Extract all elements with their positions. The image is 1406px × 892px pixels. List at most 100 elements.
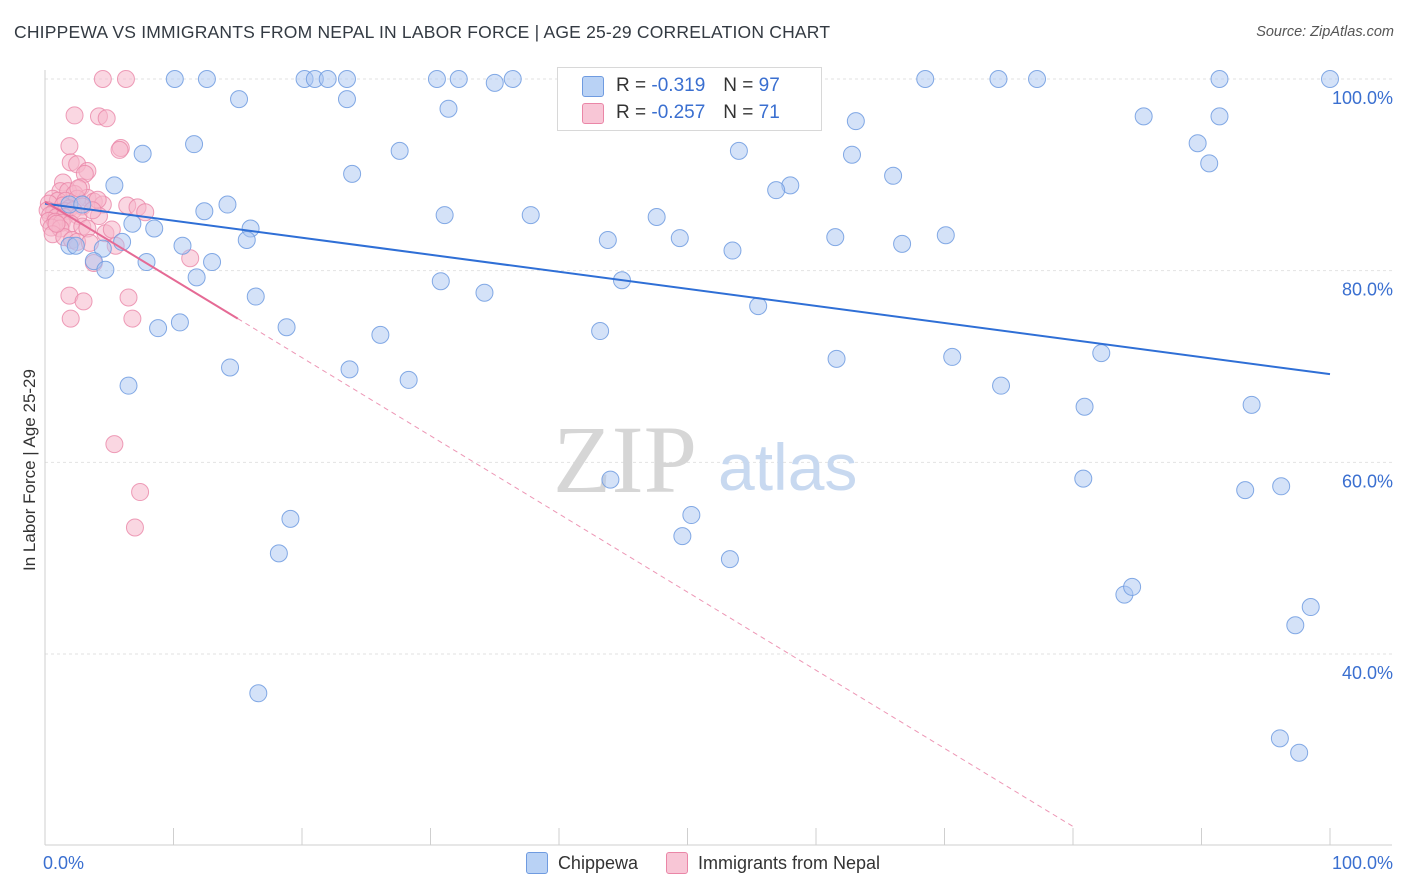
- chippewa-point[interactable]: [827, 349, 846, 368]
- chippewa-point[interactable]: [93, 239, 112, 258]
- chippewa-point[interactable]: [884, 166, 903, 185]
- chippewa-point[interactable]: [1200, 154, 1219, 173]
- chippewa-point[interactable]: [503, 70, 522, 88]
- chippewa-point[interactable]: [343, 164, 362, 183]
- chippewa-point[interactable]: [1188, 134, 1207, 153]
- chippewa-point[interactable]: [1210, 70, 1229, 88]
- chippewa-point[interactable]: [1301, 598, 1320, 617]
- nepal-point[interactable]: [131, 483, 150, 502]
- chippewa-point[interactable]: [439, 99, 458, 118]
- nepal-point[interactable]: [125, 518, 144, 537]
- chippewa-point[interactable]: [682, 506, 701, 525]
- chippewa-point[interactable]: [485, 73, 504, 92]
- nepal-point[interactable]: [69, 179, 88, 198]
- chippewa-point[interactable]: [371, 325, 390, 344]
- chippewa-point[interactable]: [1242, 395, 1261, 414]
- chippewa-point[interactable]: [729, 141, 748, 160]
- chippewa-point[interactable]: [165, 70, 184, 88]
- chippewa-point[interactable]: [598, 231, 617, 249]
- chippewa-point[interactable]: [218, 195, 237, 214]
- chippewa-point[interactable]: [846, 112, 865, 131]
- chippewa-point[interactable]: [390, 141, 409, 160]
- chippewa-point[interactable]: [1028, 70, 1047, 88]
- nepal-point[interactable]: [102, 220, 121, 239]
- nepal-point[interactable]: [65, 106, 84, 125]
- chippewa-point[interactable]: [431, 272, 450, 291]
- chippewa-point[interactable]: [337, 70, 356, 88]
- nepal-point[interactable]: [93, 70, 112, 88]
- chippewa-point[interactable]: [105, 176, 124, 195]
- chippewa-point[interactable]: [720, 550, 739, 569]
- chippewa-point[interactable]: [1286, 616, 1305, 635]
- chippewa-point[interactable]: [673, 527, 692, 546]
- chippewa-point[interactable]: [249, 684, 268, 703]
- chippewa-point[interactable]: [195, 202, 214, 221]
- chippewa-point[interactable]: [123, 214, 142, 233]
- legend-item-chippewa[interactable]: Chippewa: [525, 852, 638, 874]
- nepal-point[interactable]: [60, 137, 79, 156]
- chippewa-point[interactable]: [992, 376, 1011, 395]
- chippewa-point[interactable]: [197, 70, 216, 88]
- chippewa-point[interactable]: [916, 70, 935, 88]
- chippewa-point[interactable]: [435, 206, 454, 225]
- chippewa-point[interactable]: [1075, 397, 1094, 416]
- chippewa-point[interactable]: [647, 208, 666, 226]
- chippewa-point[interactable]: [1123, 577, 1142, 596]
- nepal-point[interactable]: [74, 292, 93, 311]
- chippewa-point[interactable]: [185, 135, 204, 154]
- chippewa-point[interactable]: [399, 370, 418, 389]
- chippewa-point[interactable]: [1074, 469, 1093, 488]
- chippewa-point[interactable]: [237, 231, 256, 249]
- chippewa-point[interactable]: [340, 360, 359, 379]
- nepal-point[interactable]: [105, 435, 124, 454]
- nepal-point[interactable]: [116, 70, 135, 88]
- chippewa-point[interactable]: [1092, 344, 1111, 363]
- chippewa-point[interactable]: [281, 509, 300, 528]
- chippewa-point[interactable]: [670, 229, 689, 248]
- chippewa-point[interactable]: [936, 226, 955, 245]
- chippewa-point[interactable]: [119, 376, 138, 395]
- legend-item-nepal[interactable]: Immigrants from Nepal: [666, 852, 880, 874]
- chippewa-point[interactable]: [73, 195, 92, 214]
- nepal-point[interactable]: [47, 214, 66, 233]
- chippewa-point[interactable]: [149, 319, 168, 338]
- chippewa-point[interactable]: [1321, 70, 1339, 88]
- chippewa-point[interactable]: [133, 144, 152, 163]
- chippewa-point[interactable]: [230, 90, 249, 109]
- chippewa-point[interactable]: [449, 70, 468, 88]
- chippewa-point[interactable]: [1272, 477, 1291, 496]
- nepal-point[interactable]: [97, 109, 116, 128]
- chippewa-point[interactable]: [246, 287, 265, 306]
- chippewa-point[interactable]: [187, 268, 206, 287]
- nepal-point[interactable]: [119, 288, 138, 307]
- chippewa-point[interactable]: [269, 544, 288, 563]
- chippewa-point[interactable]: [826, 228, 845, 247]
- chippewa-point[interactable]: [601, 470, 620, 489]
- chippewa-point[interactable]: [221, 358, 240, 377]
- chippewa-point[interactable]: [277, 318, 296, 337]
- chippewa-point[interactable]: [943, 347, 962, 366]
- chippewa-point[interactable]: [989, 70, 1008, 88]
- chippewa-point[interactable]: [66, 236, 85, 255]
- chippewa-point[interactable]: [1290, 743, 1309, 762]
- chippewa-point[interactable]: [521, 206, 540, 225]
- chippewa-point[interactable]: [723, 241, 742, 260]
- chippewa-point[interactable]: [337, 90, 356, 109]
- chippewa-point[interactable]: [842, 145, 861, 164]
- nepal-point[interactable]: [123, 309, 142, 328]
- nepal-point[interactable]: [110, 140, 129, 159]
- chippewa-point[interactable]: [1236, 481, 1255, 500]
- chippewa-point[interactable]: [767, 181, 786, 200]
- chippewa-point[interactable]: [203, 253, 222, 272]
- chippewa-point[interactable]: [318, 70, 337, 88]
- chippewa-point[interactable]: [170, 313, 189, 332]
- chippewa-point[interactable]: [1134, 107, 1153, 126]
- chippewa-point[interactable]: [173, 236, 192, 255]
- chippewa-point[interactable]: [427, 70, 446, 88]
- chippewa-point[interactable]: [893, 234, 912, 253]
- chippewa-point[interactable]: [96, 260, 115, 279]
- chippewa-point[interactable]: [1270, 729, 1289, 748]
- chippewa-point[interactable]: [1210, 107, 1229, 126]
- chippewa-point[interactable]: [749, 297, 768, 316]
- chippewa-point[interactable]: [145, 219, 164, 238]
